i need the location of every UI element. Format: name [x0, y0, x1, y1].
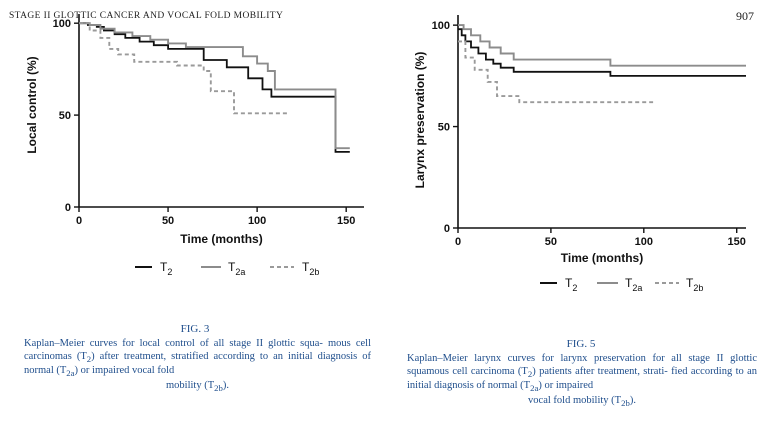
caption-text: glottic squamous cell carcinoma (T: [407, 353, 758, 377]
y-tick-label: 50: [438, 122, 450, 134]
caption-text: ) or impaired: [538, 380, 594, 392]
figure-3-label: FIG. 3: [180, 323, 210, 335]
caption-text: ) patients after treatment, strati-: [532, 365, 668, 377]
figure-3-caption: Kaplan–Meier curves for local control of…: [24, 338, 371, 394]
series-line-t2: [458, 28, 746, 77]
legend-label: T2b: [302, 260, 319, 277]
caption-text: Kaplan–Meier curves for local control of…: [24, 338, 323, 349]
y-axis-label: Larynx preservation (%): [413, 52, 427, 189]
y-tick-label: 100: [53, 18, 71, 30]
figure-5-chart: 0 50 100 150 0 50 100 Time (months) Larynx prese…: [413, 15, 746, 293]
series-line-t2b: [458, 40, 654, 104]
caption-text: ) after treatment, stratified according …: [91, 350, 269, 362]
caption-text: ).: [629, 394, 636, 406]
series-line-t2a: [79, 22, 350, 150]
figure-5-label: FIG. 5: [566, 338, 596, 350]
x-axis-label: Time (months): [180, 232, 262, 246]
legend-label: T2a: [625, 276, 642, 293]
x-tick-label: 0: [455, 236, 461, 248]
y-tick-label: 0: [444, 223, 450, 235]
caption-subscript: 2b: [621, 397, 630, 408]
legend-label: T2: [160, 260, 172, 277]
caption-text: fied according to an initial diagnosis o…: [407, 365, 758, 392]
series-line-t2b: [79, 22, 288, 115]
caption-subscript: 2a: [66, 368, 75, 379]
x-tick-label: 150: [337, 215, 355, 227]
caption-subscript: 2: [86, 353, 92, 364]
caption-last-line: vocal fold mobility (T2b).: [407, 395, 757, 410]
x-tick-label: 0: [76, 215, 82, 227]
caption-last-line: mobility (T2b).: [24, 380, 371, 395]
legend-label: T2a: [228, 260, 245, 277]
caption-text: ).: [222, 379, 229, 391]
caption-subscript: 2a: [530, 383, 539, 394]
y-tick-label: 0: [65, 202, 71, 214]
x-tick-label: 50: [162, 215, 174, 227]
caption-text: mous cell carcinomas (T: [24, 338, 371, 362]
figure-5-caption: Kaplan–Meier larynx curves for larynx pr…: [407, 353, 757, 409]
y-tick-label: 50: [59, 110, 71, 122]
caption-text: vocal fold mobility (T: [528, 394, 622, 406]
caption-text: Kaplan–Meier larynx curves for larynx pr…: [407, 353, 724, 364]
caption-subscript: 2: [527, 368, 533, 379]
legend-label: T2b: [686, 276, 703, 293]
x-tick-label: 100: [635, 236, 653, 248]
caption-text: mobility (T: [166, 379, 215, 391]
legend-label: T2: [565, 276, 577, 293]
running-title: STAGE II GLOTTIC CANCER AND VOCAL FOLD M…: [9, 11, 284, 21]
caption-text: an initial diagnosis of normal (T: [24, 350, 371, 377]
y-tick-label: 100: [432, 20, 450, 32]
x-tick-label: 100: [248, 215, 266, 227]
figure-3-chart: 0 50 100 150 0 50 100 Time (months) Local contro…: [25, 14, 364, 277]
series-line-t2a: [458, 24, 746, 67]
x-tick-label: 150: [728, 236, 746, 248]
page-number: 907: [736, 9, 754, 23]
caption-subscript: 2b: [214, 382, 223, 393]
y-axis-label: Local control (%): [25, 56, 39, 153]
series-line-t2: [79, 22, 350, 153]
x-tick-label: 50: [545, 236, 557, 248]
x-axis-label: Time (months): [561, 251, 643, 265]
caption-text: ) or impaired vocal fold: [74, 365, 175, 377]
